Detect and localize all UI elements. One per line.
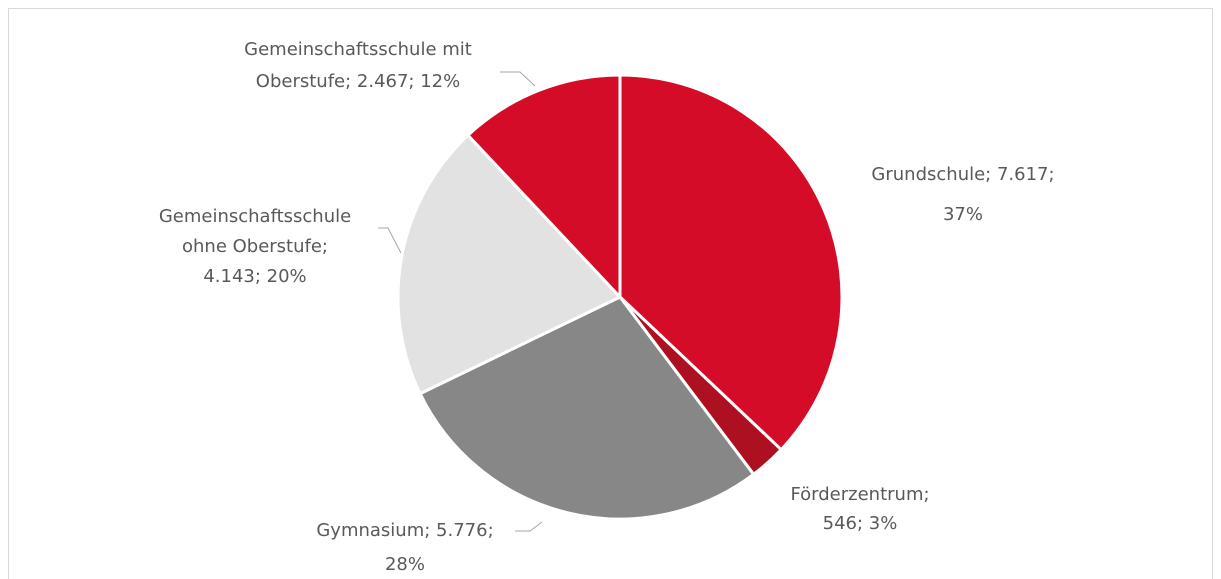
data-label: 546; 3% <box>823 513 898 534</box>
pie-slice <box>466 73 622 299</box>
data-label: ohne Oberstufe; <box>182 236 328 257</box>
data-label: Förderzentrum; <box>790 484 929 505</box>
data-label: Grundschule; 7.617; <box>871 164 1054 185</box>
data-label: Oberstufe; 2.467; 12% <box>256 71 460 92</box>
data-label: Gymnasium; 5.776; <box>316 520 493 541</box>
leader-line <box>515 521 543 532</box>
data-label: 28% <box>385 554 425 575</box>
data-label: 37% <box>943 204 983 225</box>
pie-slice <box>396 133 622 396</box>
leader-line <box>500 71 536 87</box>
pie-slice <box>418 295 756 521</box>
chart-frame <box>8 8 1213 579</box>
data-label: 4.143; 20% <box>203 266 306 287</box>
data-label: Gemeinschaftsschule mit <box>244 39 472 60</box>
leader-line <box>378 227 403 256</box>
data-label: Gemeinschaftsschule <box>159 206 351 227</box>
pie-slice <box>618 73 844 452</box>
